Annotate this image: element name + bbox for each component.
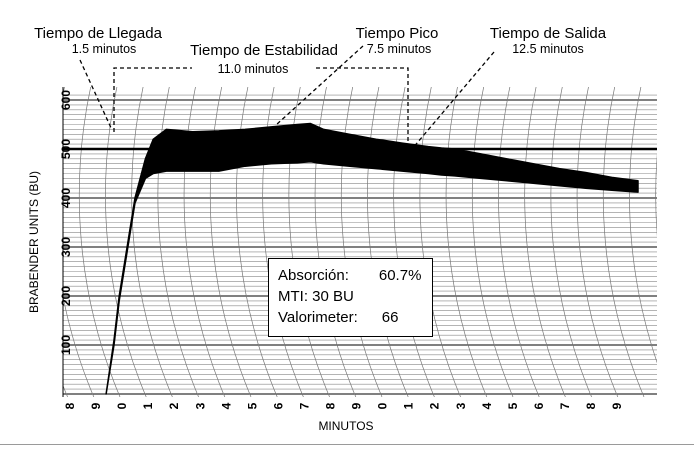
gridline-arc: [63, 87, 95, 397]
gridline-arc: [262, 87, 304, 397]
annotation-pico-value: 7.5 minutos: [367, 42, 432, 56]
gridline-arc: [445, 87, 488, 397]
series-band: [105, 122, 639, 395]
x-tick-label: 3: [454, 402, 468, 409]
gridline-arc: [655, 154, 657, 237]
y-tick-label: 200: [59, 286, 73, 306]
x-tick-label: 9: [89, 402, 103, 409]
leader-llegada: [79, 59, 113, 131]
gridline-arc: [471, 87, 514, 397]
annotation-llegada-label: Tiempo de Llegada: [34, 25, 163, 42]
annotation-leaders: [79, 45, 495, 150]
gridline-arc: [209, 87, 252, 397]
gridline-arc: [550, 87, 592, 397]
x-axis-label: MINUTOS: [318, 419, 373, 433]
gridline-arc: [576, 87, 619, 397]
gridline-arc: [183, 87, 226, 397]
x-tick-label: 9: [350, 402, 364, 409]
valorimeter-row: Valorimeter: 66: [278, 307, 432, 328]
x-tick-label: 5: [245, 402, 259, 409]
valorimeter-value: 66: [381, 309, 399, 326]
x-tick-label: 2: [428, 402, 442, 409]
x-tick-label: 4: [219, 402, 233, 409]
absorcion-row: Absorción: 60.7%: [278, 265, 432, 286]
gridline-arc: [498, 87, 540, 397]
x-tick-label: 8: [324, 402, 338, 409]
gridline-arc: [78, 87, 121, 397]
annotation-llegada-value: 1.5 minutos: [72, 42, 137, 56]
y-tick-label: 100: [59, 335, 73, 355]
consistency-band: [63, 122, 657, 395]
gridline-arc: [157, 87, 199, 397]
y-tick-labels: 100 200 300 400 500 600: [59, 90, 73, 355]
x-tick-label: 1: [402, 402, 416, 409]
leader-salida: [411, 51, 495, 150]
x-tick-labels: 8 9 0 1 2 3 4 5 6 7 8 9 0 1 2 3 4 5 6 7 8 9: [63, 402, 624, 409]
x-tick-label: 6: [532, 402, 546, 409]
x-tick-label: 9: [610, 402, 624, 409]
annotation-pico-label: Tiempo Pico: [356, 25, 439, 42]
x-tick-label: 5: [506, 402, 520, 409]
x-tick-label: 3: [193, 402, 207, 409]
gridline-arc: [314, 87, 357, 397]
y-tick-label: 300: [59, 237, 73, 257]
leader-estabilidad-bracket: [113, 67, 192, 132]
x-tick-label: 4: [480, 402, 494, 409]
mti-text: MTI: 30 BU: [278, 288, 354, 305]
x-tick-label: 8: [584, 402, 598, 409]
gridline-arc: [236, 87, 278, 397]
x-tick-label: 0: [115, 402, 129, 409]
y-tick-label: 600: [59, 90, 73, 110]
absorcion-label: Absorción:: [278, 267, 349, 284]
mti-row: MTI: 30 BU: [278, 286, 432, 307]
y-tick-label: 500: [59, 139, 73, 159]
gridline-arc: [524, 87, 566, 397]
gridline-arc: [288, 87, 330, 397]
y-tick-label: 400: [59, 188, 73, 208]
gridline-arc: [629, 87, 657, 364]
curved-time-gridlines: [0, 81, 694, 397]
x-tick-label: 7: [297, 402, 311, 409]
bottom-divider: [0, 444, 694, 445]
x-tick-label: 8: [63, 402, 77, 409]
x-tick-label: 6: [271, 402, 285, 409]
gridline-arc: [367, 87, 409, 397]
gridline-arc: [0, 81, 15, 397]
gridline-arc: [131, 87, 173, 397]
annotation-estabilidad-value: 11.0 minutos: [218, 62, 289, 76]
annotation-salida-label: Tiempo de Salida: [490, 25, 607, 42]
x-tick-label: 2: [167, 402, 181, 409]
results-box: Absorción: 60.7% MTI: 30 BU Valorimeter: 6…: [268, 258, 433, 337]
gridline-arc: [602, 87, 645, 397]
gridline-arc: [105, 87, 147, 397]
x-tick-label: 1: [141, 402, 155, 409]
y-axis-label: BRABENDER UNITS (BU): [27, 171, 41, 313]
leader-pico: [275, 45, 364, 126]
gridline-arc: [393, 87, 435, 397]
absorcion-value: 60.7%: [378, 267, 422, 284]
annotation-salida-value: 12.5 minutos: [512, 42, 584, 56]
gridline-arc: [682, 81, 694, 397]
gridline-arc: [340, 87, 383, 397]
x-tick-label: 7: [558, 402, 572, 409]
valorimeter-label: Valorimeter:: [278, 309, 358, 326]
gridline-arc: [419, 87, 461, 397]
x-tick-label: 0: [376, 402, 390, 409]
annotation-estabilidad-label: Tiempo de Estabilidad: [190, 42, 338, 59]
leader-estabilidad-bracket-right: [316, 67, 409, 150]
